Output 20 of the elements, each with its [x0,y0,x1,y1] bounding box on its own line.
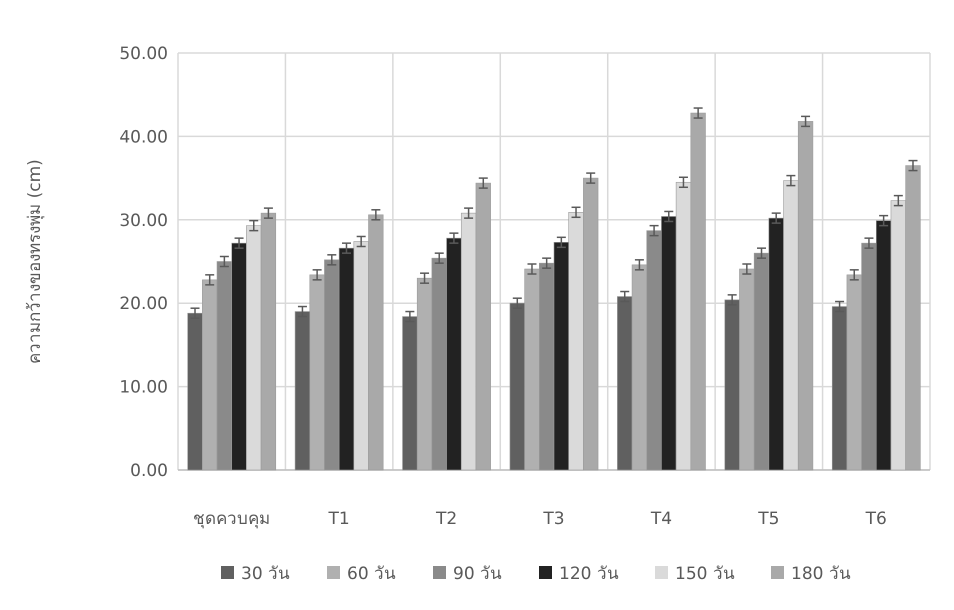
legend-label: 30 วัน [241,564,290,584]
x-tick-label: T5 [757,509,780,529]
legend-label: 180 วัน [791,564,851,584]
y-tick-label: 0.00 [130,461,168,481]
x-tick-label: ชุดควบคุม [193,509,270,529]
y-tick-label: 10.00 [119,378,168,398]
x-tick-label: T6 [864,509,887,529]
x-tick-label: T4 [650,509,672,529]
y-tick-label: 20.00 [119,294,168,314]
legend-label: 150 วัน [675,564,735,584]
legend-label: 90 วัน [453,564,502,584]
y-axis-title: ความกว้างของทรงพุ่ม (cm) [25,159,45,364]
y-tick-label: 30.00 [119,210,168,231]
x-tick-label: T2 [434,509,458,529]
x-tick-label: T3 [542,509,565,529]
x-tick-label: T1 [328,509,350,529]
y-tick-label: 50.00 [119,44,168,64]
legend-label: 120 วัน [559,564,619,584]
legend-label: 60 วัน [347,564,396,584]
y-tick-label: 40.00 [119,127,168,148]
